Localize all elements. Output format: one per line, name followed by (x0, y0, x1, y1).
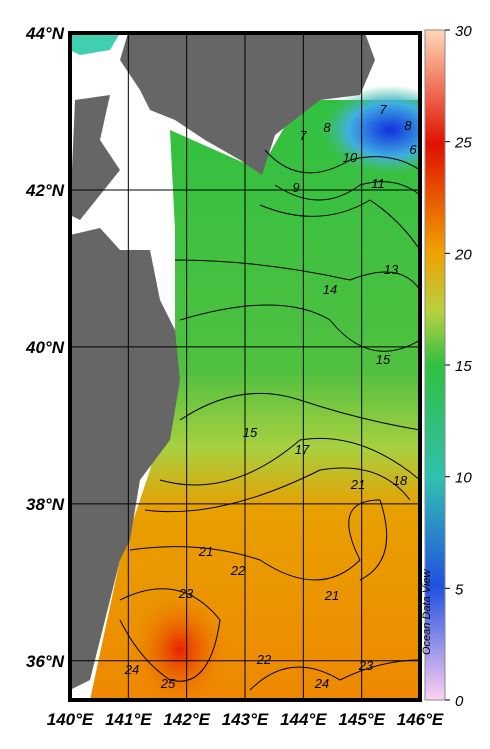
contour-label: 11 (371, 176, 385, 191)
contour-label: 15 (243, 425, 258, 440)
map-frame (68, 31, 422, 702)
contour-label: 7 (299, 128, 307, 143)
colorbar-label: 0 (455, 693, 464, 710)
contour-label: 22 (230, 563, 246, 578)
lat-label: 36°N (26, 652, 65, 671)
contour-label: 14 (323, 282, 337, 297)
contour-label: 10 (343, 150, 358, 165)
lat-label: 44°N (25, 24, 65, 43)
lon-label: 143°E (222, 710, 269, 729)
contour-label: 9 (292, 180, 299, 195)
lat-label: 40°N (25, 338, 65, 357)
contour-label: 15 (376, 352, 391, 367)
colorbar-label: 10 (455, 470, 472, 487)
lon-label: 142°E (163, 710, 210, 729)
contour-label: 18 (393, 473, 408, 488)
contour-label: 24 (314, 676, 329, 691)
lat-label: 42°N (25, 181, 65, 200)
contour-label: 8 (323, 120, 331, 135)
contour-label: 21 (198, 544, 213, 559)
contour-label: 17 (295, 442, 310, 457)
colorbar-label: 25 (454, 135, 472, 152)
contour-label: 25 (160, 676, 176, 691)
contour-label: 23 (358, 658, 374, 673)
contour-label: 23 (178, 586, 194, 601)
contour-label: 7 (379, 102, 387, 117)
lon-label: 141°E (105, 710, 152, 729)
lon-label: 146°E (397, 710, 444, 729)
contour-label: 22 (256, 652, 272, 667)
contour-label: 13 (384, 262, 399, 277)
contour-label: 6 (409, 142, 417, 157)
contour-label: 8 (404, 118, 412, 133)
contour-label: 21 (350, 477, 365, 492)
contour-label: 21 (324, 588, 339, 603)
colorbar-label: 20 (454, 246, 472, 263)
watermark: Ocean Data View (421, 569, 433, 655)
lon-label: 144°E (280, 710, 327, 729)
map-area (70, 33, 420, 700)
lon-label: 145°E (338, 710, 385, 729)
colorbar-label: 30 (455, 23, 472, 40)
contour-label: 24 (124, 662, 139, 677)
lat-label: 38°N (26, 495, 65, 514)
lon-label: 140°E (47, 710, 94, 729)
colorbar-label: 15 (455, 358, 472, 375)
colorbar-label: 5 (455, 581, 464, 598)
